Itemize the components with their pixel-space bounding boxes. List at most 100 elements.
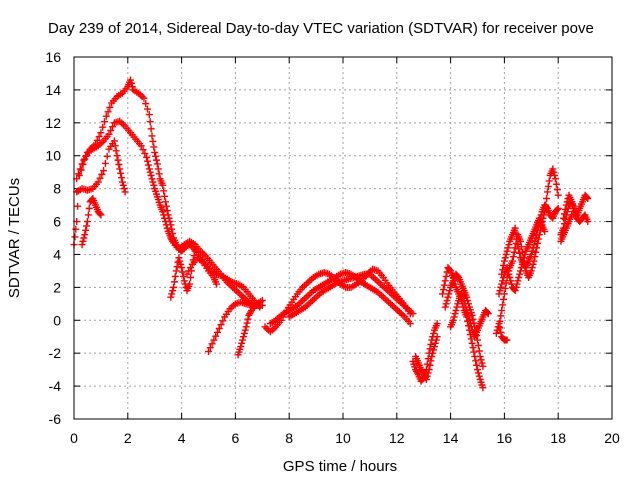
data-point [80,234,88,242]
data-point [85,204,93,212]
data-point [562,201,570,209]
data-point [77,166,85,174]
data-point [465,316,473,324]
data-point [511,287,519,295]
data-point [517,267,525,275]
data-point [178,268,186,276]
data-point [433,320,441,328]
data-point [520,254,528,262]
data-point [506,273,514,281]
data-point [163,224,171,232]
data-point [143,153,151,161]
data-point [161,198,169,206]
data-point [144,157,152,165]
data-point [109,123,117,131]
data-point [500,261,508,269]
data-point [551,171,559,179]
data-point [554,191,562,199]
y-tick-label: -4 [49,378,62,394]
data-point [238,339,246,347]
data-point [512,230,520,238]
x-tick-label: 0 [70,430,78,446]
data-point [208,340,216,348]
data-point [187,273,195,281]
data-point [492,329,500,337]
data-point [531,237,539,245]
data-point [243,319,251,327]
data-point [79,237,87,245]
data-point [152,156,160,164]
series-trace-v [560,191,592,226]
data-point [495,320,503,328]
data-point [502,279,510,287]
series-trace-r [498,201,562,278]
series-trace-c [73,137,129,196]
data-point [169,287,177,295]
y-tick-label: -6 [49,411,62,427]
data-point [466,320,474,328]
data-point [527,250,535,258]
data-point [137,142,145,150]
data-point [545,177,553,185]
data-point [154,165,162,173]
axis-ticks: 0 2 4 6 8 10 12 14 16 18 20 -6 -4 -2 0 2 4 6 8 10 12 14 16 [45,49,620,446]
data-point [161,192,169,200]
data-point [495,290,503,298]
data-point [161,214,169,222]
data-point [552,175,560,183]
data-point [95,133,103,141]
data-point [163,207,171,215]
x-tick-label: 2 [124,430,132,446]
data-point [425,366,433,374]
data-point [114,156,122,164]
data-point [239,333,247,341]
x-axis-title: GPS time / hours [283,458,397,475]
grid-lines [74,57,612,419]
data-point [463,306,471,314]
data-point [121,188,129,196]
data-point [498,306,506,314]
series-trace-k [285,270,417,321]
data-point [501,254,509,262]
y-tick-label: 14 [45,82,61,98]
x-tick-label: 6 [232,430,240,446]
data-point [503,336,511,344]
data-point [568,211,576,219]
data-point [82,152,90,160]
data-point [496,324,504,332]
data-point [516,270,524,278]
data-point [83,218,91,226]
data-point [119,181,127,189]
data-point [206,344,214,352]
data-point [83,222,91,230]
data-point [168,225,176,233]
data-point [442,272,450,280]
data-point [518,260,526,268]
data-point [450,313,458,321]
series-trace-j [266,269,414,328]
data-point [509,253,517,261]
data-point [242,323,250,331]
data-point [175,254,183,262]
data-point [176,257,184,265]
data-point [497,312,505,320]
data-point [148,132,156,140]
data-point [105,130,113,138]
data-point [82,226,90,234]
x-tick-label: 12 [389,430,405,446]
data-point [500,273,508,281]
y-tick-label: -2 [49,345,62,361]
data-point [128,83,136,91]
data-point [78,241,86,249]
data-point [118,174,126,182]
data-point [560,210,568,218]
data-point [97,211,105,219]
data-point [561,205,569,213]
data-point [81,231,89,239]
data-point [177,260,185,268]
data-point [552,180,560,188]
data-point [180,277,188,285]
y-tick-label: 0 [53,312,61,328]
data-point [217,321,225,329]
